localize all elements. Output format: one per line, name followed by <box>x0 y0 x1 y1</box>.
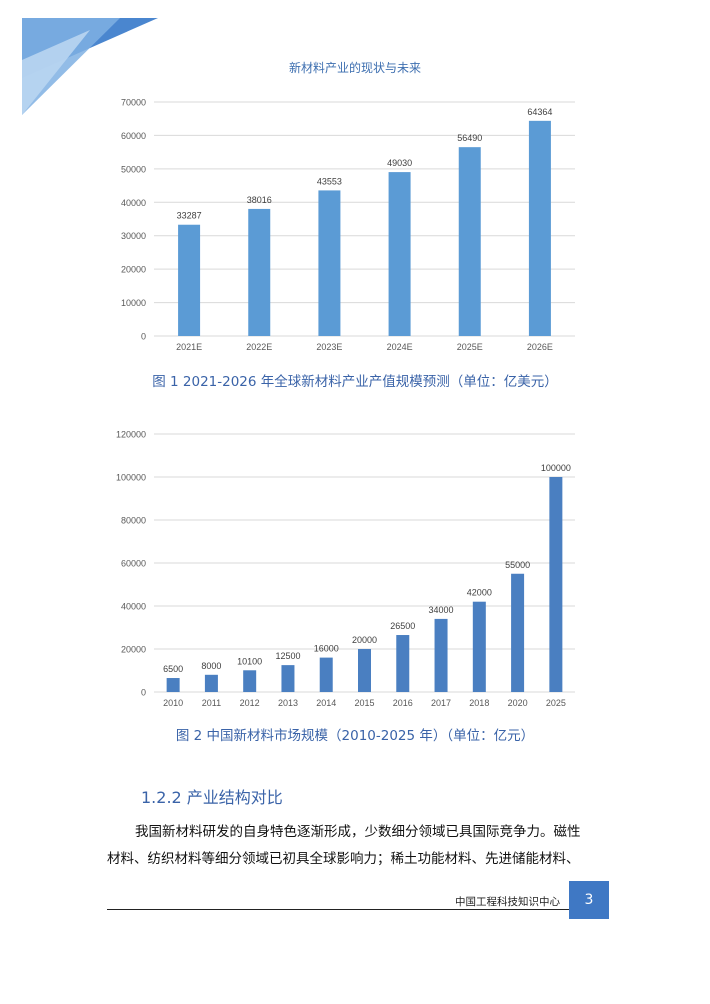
y-tick-label: 30000 <box>121 231 146 241</box>
data-label: 16000 <box>314 644 339 654</box>
data-label: 12500 <box>275 651 300 661</box>
data-label: 56490 <box>457 133 482 143</box>
y-tick-label: 60000 <box>121 559 146 569</box>
bar <box>358 649 371 692</box>
data-label: 20000 <box>352 635 377 645</box>
figure-1-caption: 图 1 2021-2026 年全球新材料产业产值规模预测（单位：亿美元） <box>152 374 558 390</box>
data-label: 64364 <box>527 107 552 117</box>
chart-1-svg: 0 10000 20000 30000 40000 50000 60000 70000 3328… <box>121 98 575 352</box>
section-heading: 1.2.2 产业结构对比 <box>141 788 283 807</box>
x-tick-label: 2020 <box>508 698 528 708</box>
x-tick-label: 2025 <box>546 698 566 708</box>
x-tick-label: 2017 <box>431 698 451 708</box>
data-label: 26500 <box>390 621 415 631</box>
bar <box>178 224 201 336</box>
data-label: 100000 <box>541 463 571 473</box>
bar <box>434 618 448 692</box>
bar <box>166 678 180 692</box>
y-tick-label: 50000 <box>121 164 146 174</box>
x-tick-label: 2018 <box>469 698 489 708</box>
x-tick-label: 2012 <box>240 698 260 708</box>
corner-decoration <box>22 18 158 115</box>
data-label: 49030 <box>387 158 412 168</box>
x-tick-label: 2014 <box>316 698 336 708</box>
data-label: 33287 <box>177 211 202 221</box>
y-tick-label: 70000 <box>121 98 146 108</box>
x-tick-label: 2025E <box>457 342 483 352</box>
y-tick-label: 40000 <box>121 602 146 612</box>
running-title: 新材料产业的现状与未来 <box>288 61 421 75</box>
y-tick-label: 0 <box>141 688 146 698</box>
bar <box>318 190 341 336</box>
data-label: 8000 <box>201 661 221 671</box>
y-tick-label: 20000 <box>121 645 146 655</box>
bar <box>549 477 563 692</box>
x-tick-label: 2016 <box>393 698 413 708</box>
bar <box>319 657 333 692</box>
x-tick-label: 2023E <box>316 342 342 352</box>
y-tick-label: 0 <box>141 332 146 342</box>
footer-rule <box>107 909 569 910</box>
data-label: 42000 <box>467 588 492 598</box>
body-line-1: 我国新材料研发的自身特色逐渐形成，少数细分领域已具国际竞争力。磁性 <box>135 824 581 840</box>
y-tick-label: 10000 <box>121 298 146 308</box>
chart-1: 0 10000 20000 30000 40000 50000 60000 70000 3328… <box>0 92 710 362</box>
page-number: 3 <box>569 881 609 919</box>
data-label: 55000 <box>505 560 530 570</box>
x-tick-label: 2026E <box>527 342 553 352</box>
bar <box>511 573 525 692</box>
x-tick-label: 2015 <box>354 698 374 708</box>
bar <box>396 635 410 692</box>
chart-2: 0 20000 40000 60000 80000 100000 120000 6500 201… <box>0 425 710 715</box>
body-line-2: 材料、纺织材料等细分领域已初具全球影响力；稀土功能材料、先进储能材料、 <box>107 851 580 867</box>
bar <box>248 208 271 336</box>
x-tick-label: 2013 <box>278 698 298 708</box>
bar <box>204 674 218 692</box>
data-label: 34000 <box>429 605 454 615</box>
bar <box>528 120 551 336</box>
x-tick-label: 2024E <box>387 342 413 352</box>
bar <box>281 665 295 692</box>
y-tick-label: 60000 <box>121 131 146 141</box>
data-label: 43553 <box>317 176 342 186</box>
data-label: 6500 <box>163 664 183 674</box>
y-tick-label: 100000 <box>116 473 146 483</box>
data-label: 38016 <box>247 195 272 205</box>
data-label: 10100 <box>237 656 262 666</box>
x-tick-label: 2022E <box>246 342 272 352</box>
bar <box>243 670 257 692</box>
y-tick-label: 120000 <box>116 430 146 440</box>
chart-2-svg: 0 20000 40000 60000 80000 100000 120000 6500 201… <box>116 430 575 708</box>
bar <box>458 147 481 336</box>
footer-org: 中国工程科技知识中心 <box>455 896 560 908</box>
bar <box>388 172 411 336</box>
bar <box>472 601 486 692</box>
y-tick-label: 40000 <box>121 198 146 208</box>
x-tick-label: 2010 <box>163 698 183 708</box>
x-tick-label: 2021E <box>176 342 202 352</box>
y-tick-label: 80000 <box>121 516 146 526</box>
y-tick-label: 20000 <box>121 265 146 275</box>
figure-2-caption: 图 2 中国新材料市场规模（2010-2025 年）（单位：亿元） <box>175 728 535 744</box>
x-tick-label: 2011 <box>202 698 221 708</box>
